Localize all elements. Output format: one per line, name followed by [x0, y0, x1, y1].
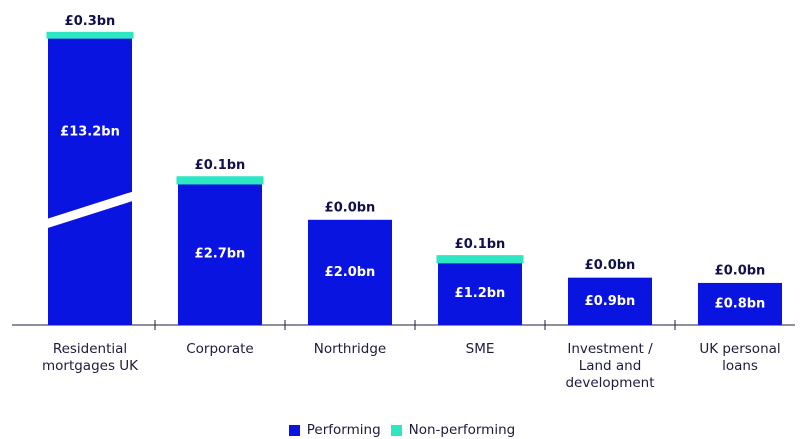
x-tick-label: Residential mortgages UK [41, 341, 139, 374]
non-performing-bar [46, 31, 134, 39]
legend-swatch [288, 424, 300, 436]
performing-bar [698, 282, 782, 325]
legend: Performing Non-performing [0, 422, 804, 439]
x-tick-label: Investment / Land and development [565, 341, 655, 391]
value-label: £0.0bn [585, 258, 636, 273]
value-label: £0.0bn [325, 200, 376, 215]
performing-bar [48, 37, 132, 326]
value-label: £0.8bn [715, 296, 766, 311]
x-tick-label: Corporate [186, 341, 254, 357]
value-label: £0.9bn [585, 294, 636, 309]
value-label: £0.1bn [455, 237, 506, 252]
performing-bar [178, 182, 262, 325]
legend-label: Non-performing [408, 422, 516, 438]
performing-bar [308, 219, 392, 325]
axis-break [44, 191, 136, 229]
value-label: £0.0bn [715, 263, 766, 278]
value-label: £13.2bn [60, 125, 120, 140]
value-label: £2.7bn [195, 246, 246, 261]
non-performing-bar [436, 255, 524, 264]
non-performing-bar [176, 176, 264, 185]
legend-item: Non-performing [390, 422, 516, 438]
performing-bar [438, 261, 522, 325]
x-tick-label: UK personal loans [699, 341, 781, 374]
value-label: £0.1bn [195, 158, 246, 173]
legend-label: Performing [306, 422, 381, 438]
performing-bar [568, 277, 652, 325]
x-tick-label: Northridge [313, 341, 387, 357]
x-tick-label: SME [465, 341, 495, 357]
legend-item: Performing [288, 422, 381, 438]
value-label: £1.2bn [455, 286, 506, 301]
legend-swatch [390, 424, 402, 436]
value-label: £2.0bn [325, 265, 376, 280]
value-label: £0.3bn [65, 14, 116, 29]
